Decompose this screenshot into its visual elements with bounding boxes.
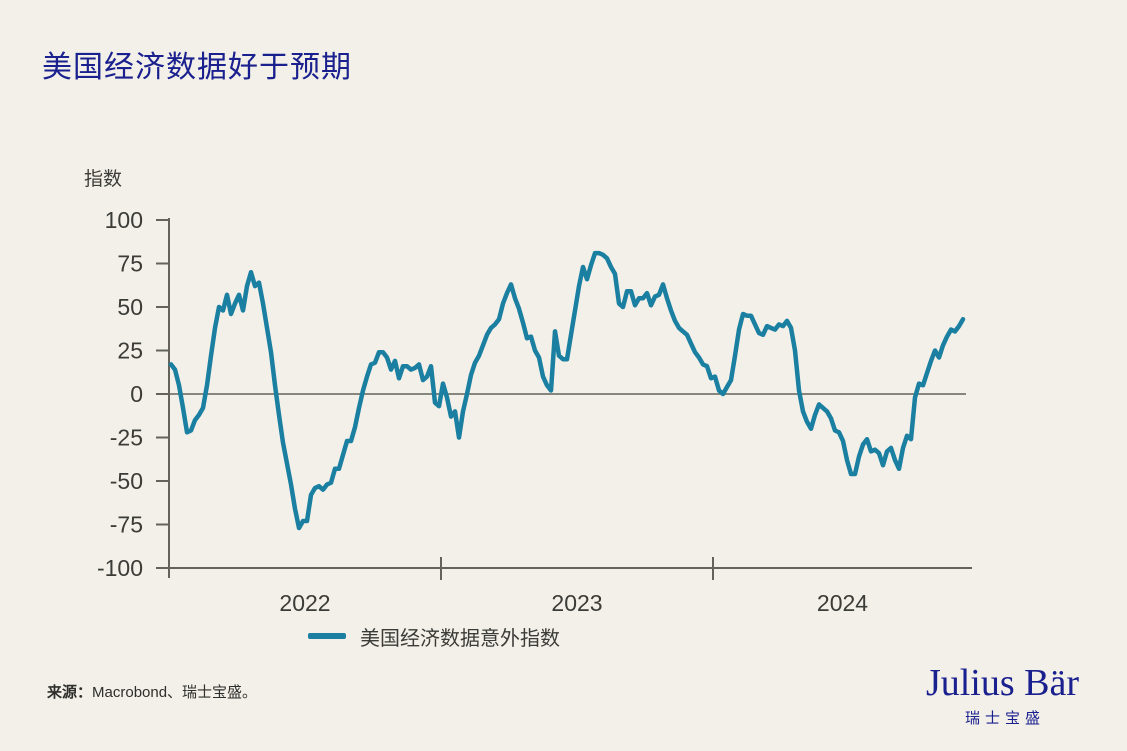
page-title: 美国经济数据好于预期 [42,51,352,84]
y-tick-label: -100 [97,555,143,581]
logo-subtitle: 瑞士宝盛 [964,709,1045,727]
source-label: 来源： [47,684,93,701]
y-tick-label: -25 [110,425,143,451]
y-tick-label: -50 [110,468,143,494]
brand-logo: Julius Bär 瑞士宝盛 [925,662,1079,728]
y-tick-label: 0 [130,381,143,407]
y-tick-label: -75 [110,512,143,538]
y-axis-label: 指数 [84,169,123,190]
logo-wordmark: Julius Bär [925,662,1079,704]
legend-line-swatch [308,633,346,639]
source-note: 来源：Macrobond、瑞士宝盛。 [47,681,257,702]
data-line [168,250,966,531]
y-tick-label: 75 [117,251,143,277]
y-tick-label: 100 [105,207,143,233]
x-tick-label: 2024 [817,590,868,616]
source-text: Macrobond、瑞士宝盛。 [92,684,258,701]
x-tick-label: 2023 [551,590,602,616]
chart-legend: 美国经济数据意外指数 [308,622,560,650]
y-tick-label: 25 [117,338,143,364]
legend-label: 美国经济数据意外指数 [360,627,560,650]
y-tick-label: 50 [117,294,143,320]
x-tick-label: 2022 [279,590,330,616]
